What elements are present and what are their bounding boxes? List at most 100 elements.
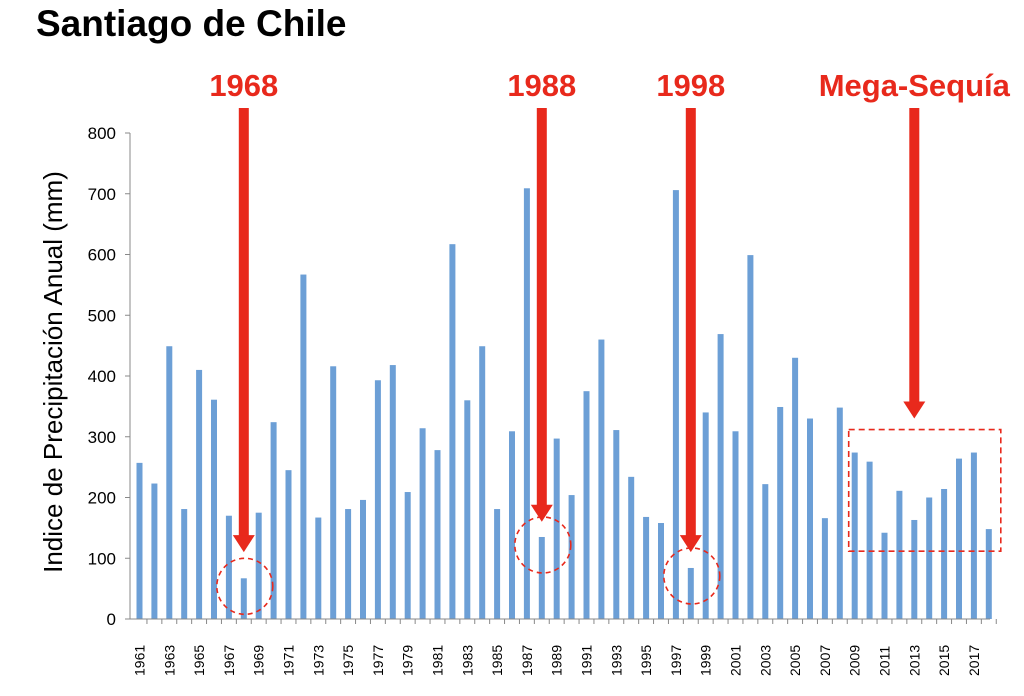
x-tick-label: 1975 — [340, 645, 356, 676]
x-tick-label: 2005 — [787, 645, 803, 676]
x-tick-label: 1965 — [191, 645, 207, 676]
bar-1976 — [360, 499, 366, 619]
bar-1997 — [672, 190, 679, 620]
bar-1985 — [494, 509, 501, 619]
bar-1987 — [523, 188, 530, 619]
x-tick-label: 2011 — [877, 646, 893, 676]
bar-2010 — [866, 461, 873, 619]
bar-1977 — [374, 380, 381, 619]
bar-1971 — [285, 470, 292, 619]
x-tick-label: 1971 — [281, 645, 297, 676]
bar-2015 — [941, 488, 948, 619]
x-tick-label: 1979 — [400, 645, 416, 676]
bar-1963 — [166, 346, 173, 619]
bar-1991 — [583, 391, 590, 619]
bar-1989 — [553, 438, 560, 619]
bar-1998 — [687, 567, 694, 619]
bar-2007 — [821, 518, 828, 619]
bar-1981 — [434, 450, 441, 619]
y-tick-label: 400 — [88, 367, 116, 386]
bar-2002 — [747, 255, 754, 620]
y-tick-label: 800 — [88, 124, 116, 143]
x-tick-label: 1969 — [251, 645, 267, 676]
bar-series — [136, 188, 992, 620]
x-tick-label: 1985 — [489, 645, 505, 676]
bar-1973 — [315, 517, 322, 619]
bar-1961 — [136, 462, 143, 619]
annotation-circle — [662, 547, 721, 605]
x-axis — [130, 618, 997, 624]
bar-1994 — [628, 476, 635, 619]
annotation-arrow-head — [232, 535, 255, 553]
bar-1980 — [419, 428, 426, 619]
bar-2016 — [956, 458, 962, 619]
x-tick-label: 2009 — [847, 645, 863, 676]
x-tick-label: 2007 — [817, 645, 833, 676]
bar-1983 — [464, 400, 471, 619]
bar-1999 — [702, 412, 709, 619]
y-gridlines — [125, 132, 131, 620]
x-tick-label: 2013 — [906, 645, 922, 676]
x-tick-label: 1983 — [459, 645, 475, 676]
bar-1990 — [568, 495, 575, 619]
bar-1986 — [509, 431, 515, 619]
annotation-arrow-shaft — [238, 108, 249, 537]
annotation-arrow-head — [903, 401, 926, 419]
x-tick-label: 1999 — [698, 645, 714, 676]
annotation-arrow-shaft — [685, 108, 696, 537]
x-tick-label: 1995 — [638, 645, 654, 676]
annotation-arrow-head — [679, 535, 702, 553]
annotation-arrow-shaft — [536, 108, 547, 506]
x-tick-label: 1967 — [221, 645, 237, 676]
x-tick-label: 1987 — [519, 645, 535, 676]
bar-2003 — [762, 484, 769, 619]
y-tick-label: 200 — [88, 489, 116, 508]
x-tick-label: 1991 — [579, 645, 595, 676]
bar-2006 — [807, 418, 813, 619]
bar-2000 — [717, 334, 724, 619]
chart-title: Santiago de Chile — [36, 3, 346, 44]
bar-1962 — [151, 483, 158, 619]
bar-1975 — [345, 509, 352, 619]
y-tick-label: 100 — [88, 549, 116, 568]
bar-1974 — [330, 366, 337, 619]
bar-2008 — [836, 407, 843, 619]
bar-1982 — [449, 244, 456, 620]
annotation-label: 1988 — [507, 68, 576, 103]
x-tick-label: 2001 — [728, 645, 744, 676]
annotation-circle — [513, 516, 572, 574]
bar-1978 — [389, 365, 396, 619]
annotation-box — [847, 428, 1002, 552]
bar-1996 — [658, 523, 664, 619]
bar-1969 — [255, 512, 262, 619]
bar-1968 — [240, 578, 247, 619]
bar-1979 — [404, 492, 411, 619]
x-tick-label: 2017 — [966, 645, 982, 676]
y-tick-label: 700 — [88, 185, 116, 204]
annotation-label: Mega-Sequía — [819, 68, 1011, 103]
annotation-label: 1968 — [209, 68, 278, 103]
bar-2011 — [881, 532, 888, 619]
annotation-arrow-shaft — [909, 108, 920, 403]
bar-1964 — [181, 509, 188, 619]
bar-1970 — [270, 422, 277, 619]
bar-2018 — [985, 529, 992, 619]
bar-1965 — [196, 369, 203, 619]
y-tick-label: 500 — [88, 306, 116, 325]
bar-2017 — [970, 452, 977, 619]
x-tick-label: 1993 — [608, 645, 624, 676]
annotation-label: 1998 — [656, 68, 725, 103]
bar-1984 — [479, 346, 486, 619]
bar-1972 — [300, 274, 307, 619]
bar-2004 — [777, 406, 784, 619]
bar-2014 — [926, 497, 933, 619]
y-tick-labels: 0 100 200 300 400 500 600 700 800 — [88, 124, 116, 629]
bar-1967 — [225, 515, 232, 619]
x-tick-label: 2003 — [757, 645, 773, 676]
annotation-arrow-head — [530, 504, 553, 522]
x-tick-label: 1961 — [132, 645, 148, 676]
y-tick-label: 0 — [107, 610, 116, 629]
y-tick-label: 600 — [88, 246, 116, 265]
bar-2013 — [911, 519, 918, 619]
